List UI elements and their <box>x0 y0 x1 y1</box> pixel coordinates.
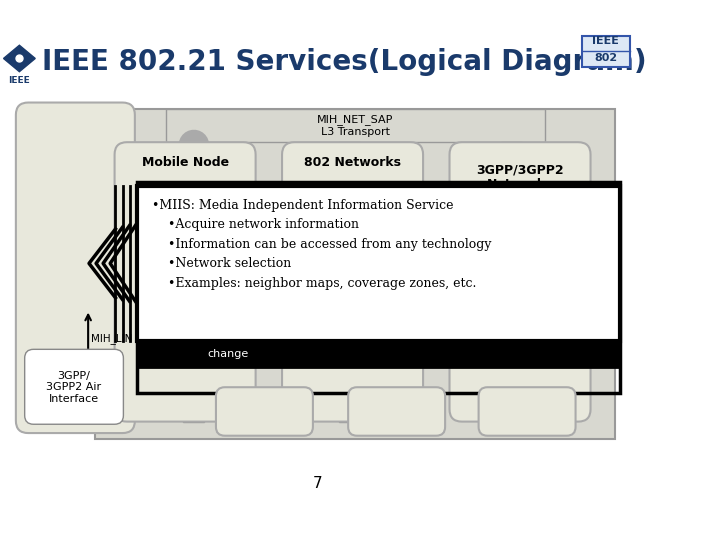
FancyBboxPatch shape <box>282 142 423 422</box>
Text: MIH Users
(GTP): MIH Users (GTP) <box>492 198 548 219</box>
Text: 802: 802 <box>594 53 617 64</box>
Bar <box>339 142 361 422</box>
FancyBboxPatch shape <box>216 387 313 436</box>
Text: 802 Networks: 802 Networks <box>304 156 401 170</box>
Text: MIH_NET_SAP
L3 Transport: MIH_NET_SAP L3 Transport <box>317 114 393 137</box>
FancyBboxPatch shape <box>449 142 590 422</box>
Text: IEEE: IEEE <box>9 76 30 85</box>
FancyBboxPatch shape <box>314 185 392 231</box>
Bar <box>95 109 615 439</box>
Text: IEEE: IEEE <box>592 36 619 46</box>
Bar <box>582 36 630 68</box>
Text: change: change <box>207 349 248 359</box>
Bar <box>137 341 620 367</box>
Text: 7: 7 <box>312 476 322 491</box>
Text: MIH_SAP: MIH_SAP <box>500 254 539 263</box>
Text: •MIIS: Media Independent Information Service
    •Acquire network information
  : •MIIS: Media Independent Information Ser… <box>153 199 492 289</box>
Text: IEEE 802.21 Services(Logical Diagram): IEEE 802.21 Services(Logical Diagram) <box>42 48 647 76</box>
FancyBboxPatch shape <box>348 387 445 436</box>
Bar <box>166 109 545 142</box>
FancyBboxPatch shape <box>24 349 123 424</box>
Text: MIH_SAP: MIH_SAP <box>333 254 372 263</box>
Text: 3GPP/
3GPP2 Air
Interface: 3GPP/ 3GPP2 Air Interface <box>47 370 102 404</box>
Bar <box>137 182 620 394</box>
Text: MIH_SAP: MIH_SAP <box>166 254 204 263</box>
Bar <box>500 142 522 422</box>
FancyBboxPatch shape <box>16 103 135 433</box>
FancyBboxPatch shape <box>481 185 559 231</box>
FancyBboxPatch shape <box>479 387 575 436</box>
Bar <box>137 186 620 341</box>
Text: MIH Users
(PMIP): MIH Users (PMIP) <box>325 198 380 219</box>
Bar <box>184 142 204 422</box>
Polygon shape <box>4 45 35 72</box>
FancyBboxPatch shape <box>114 142 256 422</box>
Text: 3GPP/3GPP2
Networks: 3GPP/3GPP2 Networks <box>476 163 564 191</box>
FancyBboxPatch shape <box>146 185 224 231</box>
Text: MIH_LIN: MIH_LIN <box>91 333 132 344</box>
Text: MIH Users
(MIP): MIH Users (MIP) <box>157 198 213 219</box>
Text: Mobile Node: Mobile Node <box>142 156 229 170</box>
